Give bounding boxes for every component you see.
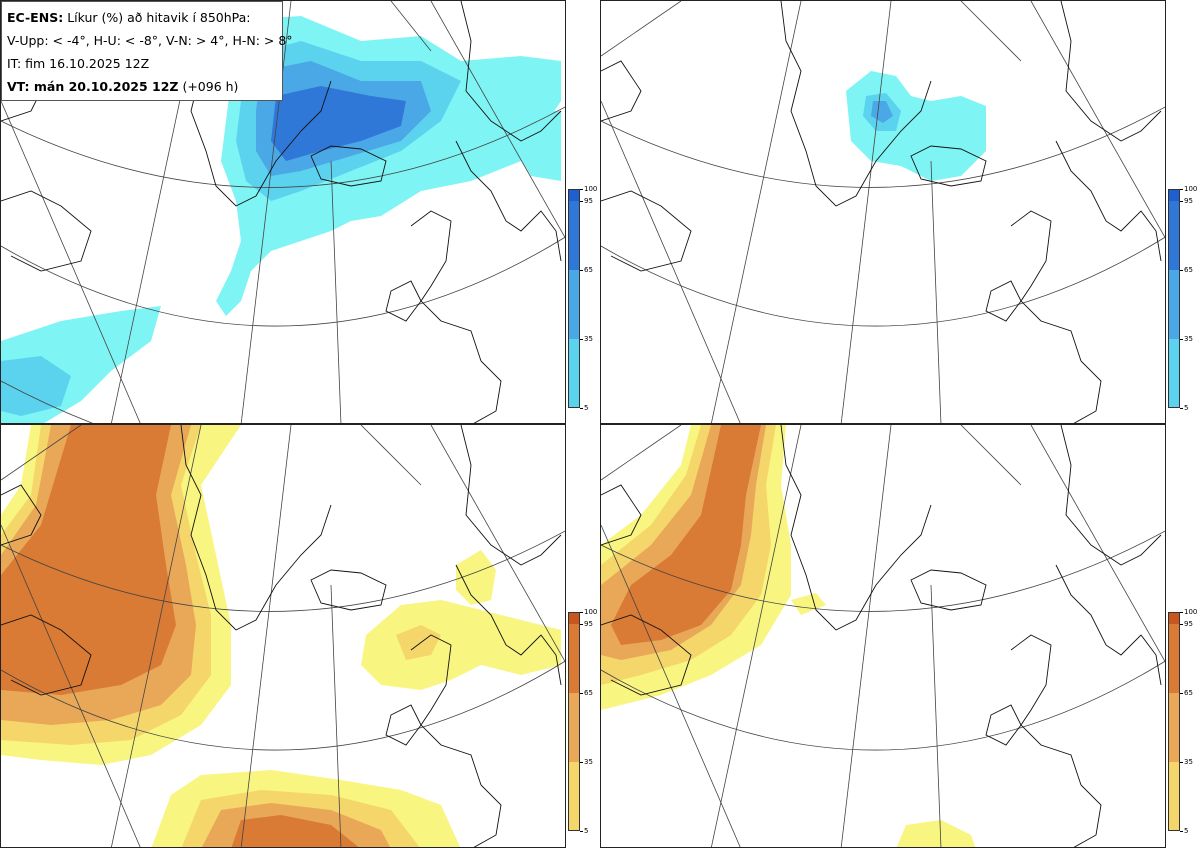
colorbar-tick-label: 5 (1184, 827, 1189, 835)
colorbar-tick-mark (1180, 761, 1183, 763)
colorbar-tick-mark (580, 612, 583, 613)
valid-time: VT: mán 20.10.2025 12Z (7, 79, 179, 94)
colorbar-tick-mark (1180, 408, 1183, 409)
colorbar-frame (568, 612, 580, 831)
colorbar-tick-mark (1180, 338, 1183, 340)
title-text: Líkur (%) að hitavik í 850hPa: (67, 10, 251, 25)
colorbar-tick-label: 35 (584, 757, 593, 766)
colorbar-orange: 100 95 65 35 5 (566, 609, 600, 835)
colorbar-tick-mark (580, 338, 583, 340)
colorbar-tick-mark (580, 623, 583, 625)
colorbar-tick-mark (580, 269, 583, 271)
colorbar-tick-mark (1180, 200, 1183, 202)
map-panel-cold-moderate: EC-ENS: Líkur (%) að hitavik í 850hPa: V… (0, 0, 566, 424)
colorbar-blue: 100 95 65 35 5 (1166, 186, 1200, 412)
colorbar-tick-label: 100 (584, 608, 598, 616)
colorbar-tick-mark (1180, 189, 1183, 190)
colorbar-tick-label: 95 (584, 196, 593, 205)
colorbar-frame (1168, 612, 1180, 831)
colorbar-tick-label: 65 (584, 688, 593, 697)
colorbar-tick-mark (1180, 612, 1183, 613)
colorbar-tick-mark (580, 200, 583, 202)
colorbar-tick-mark (1180, 623, 1183, 625)
colorbar-tick-mark (1180, 831, 1183, 832)
colorbar-tick-mark (580, 408, 583, 409)
map-canvas (601, 1, 1165, 423)
title-line: EC-ENS: Líkur (%) að hitavik í 850hPa: (7, 6, 277, 29)
init-time: IT: fim 16.10.2025 12Z (7, 56, 150, 71)
colorbar-tick-label: 95 (584, 619, 593, 628)
colorbar-tick-label: 65 (584, 265, 593, 274)
map-panel-cold-strong (600, 0, 1166, 424)
colorbar-tick-mark (580, 761, 583, 763)
colorbar-tick-label: 5 (584, 404, 589, 412)
info-box: EC-ENS: Líkur (%) að hitavik í 850hPa: V… (1, 1, 293, 101)
colorbar-frame (568, 189, 580, 408)
colorbar-tick-mark (580, 831, 583, 832)
colorbar-tick-label: 100 (1184, 608, 1198, 616)
colorbar-tick-label: 65 (1184, 688, 1193, 697)
colorbar-tick-label: 95 (1184, 196, 1193, 205)
colorbar-tick-label: 5 (584, 827, 589, 835)
colorbar-tick-mark (580, 692, 583, 694)
colorbar-orange: 100 95 65 35 5 (1166, 609, 1200, 835)
colorbar-tick-mark (1180, 692, 1183, 694)
colorbar-tick-label: 100 (1184, 185, 1198, 193)
colorbar-tick-label: 100 (584, 185, 598, 193)
colorbar-tick-label: 35 (1184, 757, 1193, 766)
map-canvas (1, 425, 565, 847)
map-panel-warm-strong (600, 424, 1166, 848)
colorbar-blue: 100 95 65 35 5 (566, 186, 600, 412)
colorbar-frame (1168, 189, 1180, 408)
map-canvas (601, 425, 1165, 847)
map-canvas (1, 1, 565, 423)
colorbar-tick-label: 5 (1184, 404, 1189, 412)
colorbar-tick-label: 35 (584, 334, 593, 343)
model-label: EC-ENS: (7, 10, 64, 25)
panel-legend-line: V-Upp: < -4°, H-U: < -8°, V-N: > 4°, H-N… (7, 33, 293, 48)
lead-time: (+096 h) (182, 79, 239, 94)
colorbar-tick-label: 95 (1184, 619, 1193, 628)
map-panel-warm-moderate (0, 424, 566, 848)
colorbar-tick-mark (1180, 269, 1183, 271)
valid-time-line: VT: mán 20.10.2025 12Z (+096 h) (7, 75, 277, 98)
colorbar-tick-mark (580, 189, 583, 190)
colorbar-tick-label: 35 (1184, 334, 1193, 343)
colorbar-tick-label: 65 (1184, 265, 1193, 274)
